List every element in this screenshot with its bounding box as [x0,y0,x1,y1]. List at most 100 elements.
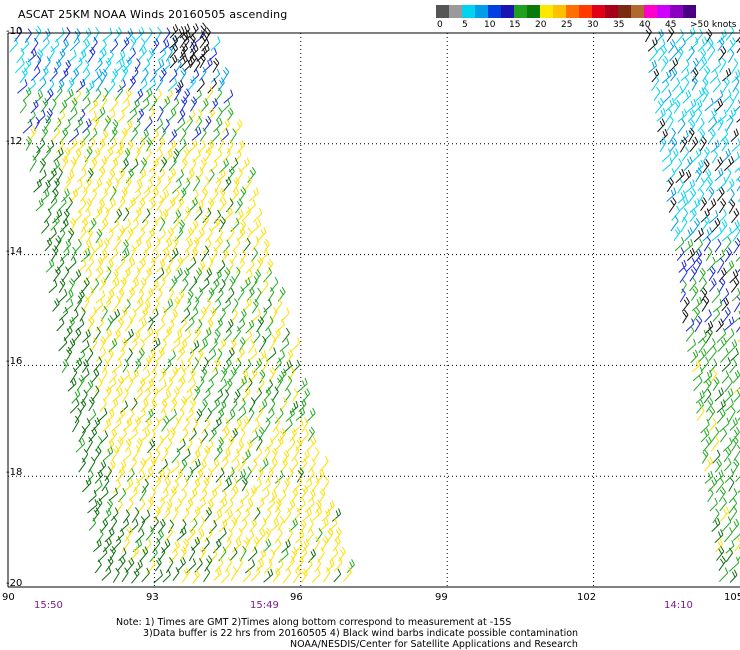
wind-barb [185,466,194,483]
wind-barb [59,246,70,262]
wind-barb [229,547,238,562]
wind-barb [695,390,705,404]
wind-barb [134,26,145,42]
wind-barb [676,46,684,62]
wind-barb [687,187,697,204]
wind-barb [231,298,239,314]
wind-barb [735,29,740,43]
wind-barb [193,57,201,73]
wind-barb [213,445,223,461]
wind-barb [662,157,673,172]
wind-barb [298,546,308,563]
wind-barb [214,317,224,332]
wind-barb [319,488,326,503]
wind-barb [159,217,166,232]
wind-barb [245,199,256,214]
wind-barb [321,535,329,552]
wind-barb [694,159,704,174]
wind-barb [107,78,116,94]
wind-barb [197,348,204,363]
wind-barb [88,127,98,142]
wind-barb [291,388,299,403]
wind-barb [142,87,153,103]
wind-barb [732,225,740,242]
wind-barb [116,109,125,124]
wind-barb [251,566,261,582]
wind-barb [184,115,193,132]
colorbar-swatch [462,5,475,18]
wind-barb [31,66,41,81]
wind-barb [274,498,282,513]
wind-barb [731,138,740,152]
wind-barb [187,48,195,63]
wind-barb [48,195,58,211]
wind-barb [244,466,252,481]
wind-barb [295,407,306,421]
wind-barb [208,337,218,354]
wind-barb [729,506,738,522]
wind-barb [85,256,95,273]
wind-barb [133,146,141,162]
wind-barb [147,257,156,274]
colorbar-label: 15 [509,20,521,30]
wind-barb [717,37,725,52]
wind-barb [682,89,692,104]
wind-barb [695,256,703,272]
wind-barb [265,315,274,332]
wind-barb [115,528,125,542]
wind-barb [281,539,291,554]
wind-barb [103,115,112,132]
wind-barb [59,99,68,114]
wind-barb [214,389,224,403]
wind-barb [218,518,228,533]
wind-barb [120,37,130,52]
wind-barb [158,276,166,291]
lon-label: 102 [577,592,597,603]
wind-barb [132,117,141,133]
wind-barb [267,287,275,302]
wind-barb [93,238,104,253]
wind-barb [720,128,729,142]
wind-barb [718,567,729,583]
wind-barb [719,417,730,433]
wind-barb [136,137,146,154]
wind-barb [659,137,667,153]
wind-barb [736,547,740,562]
wind-barb [151,358,159,374]
wind-barb [37,49,44,64]
wind-barb [153,118,164,133]
wind-barb [692,218,701,234]
wind-barb [67,137,78,152]
wind-barb [93,299,104,313]
wind-barb [716,327,727,344]
wind-barb [153,506,161,522]
wind-barb [215,408,225,423]
wind-barb [666,168,676,183]
wind-barb [222,536,232,553]
wind-barb [208,306,217,323]
wind-barb [81,389,88,404]
wind-barb [105,556,114,572]
wind-barb [699,277,708,292]
wind-barb [172,386,180,402]
wind-barb [201,537,210,552]
wind-barb [253,387,263,404]
colorbar-swatch [657,5,670,18]
wind-barb [721,357,731,372]
wind-barb [653,86,661,102]
wind-barb [700,418,710,434]
wind-barb [76,138,86,152]
wind-barb [280,458,288,473]
wind-barb [22,119,33,134]
wind-barb [62,298,74,314]
wind-barb [681,146,690,162]
wind-barb [716,408,726,424]
wind-barb [734,166,740,173]
wind-barb [204,147,212,162]
wind-barb [226,166,235,182]
wind-barb [63,238,72,253]
wind-barb [120,65,129,82]
wind-barb [177,375,186,391]
wind-barb [682,309,689,324]
wind-barb [140,369,151,383]
